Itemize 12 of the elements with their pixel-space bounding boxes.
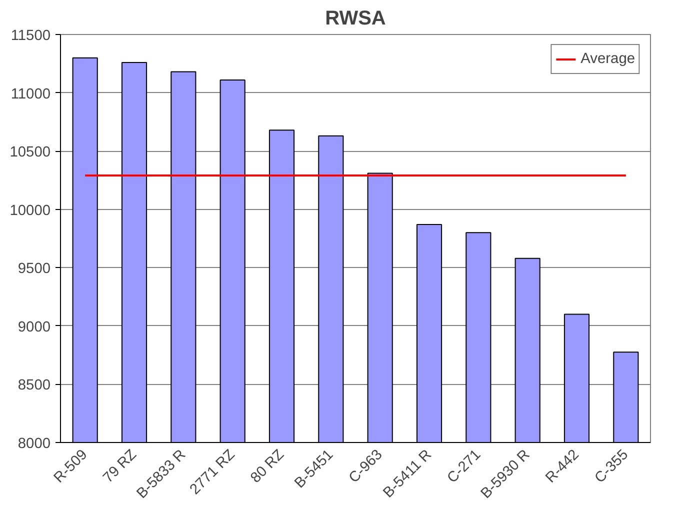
y-tick-label: 9500 [18,261,51,278]
x-tick-label: 80 RZ [248,446,288,486]
y-tick-label: 11000 [10,86,51,102]
x-tick-label: 79 RZ [100,446,140,486]
y-tick-label: 9000 [18,319,51,336]
chart-title: RWSA [325,8,386,30]
y-tick-label: 8500 [18,378,51,394]
y-tick-label: 8000 [18,436,51,452]
y-tick-label: 10000 [10,202,51,219]
legend-label: Average [580,51,635,67]
y-tick-label: 11500 [10,28,51,44]
y-tick-label: 10500 [10,144,51,161]
